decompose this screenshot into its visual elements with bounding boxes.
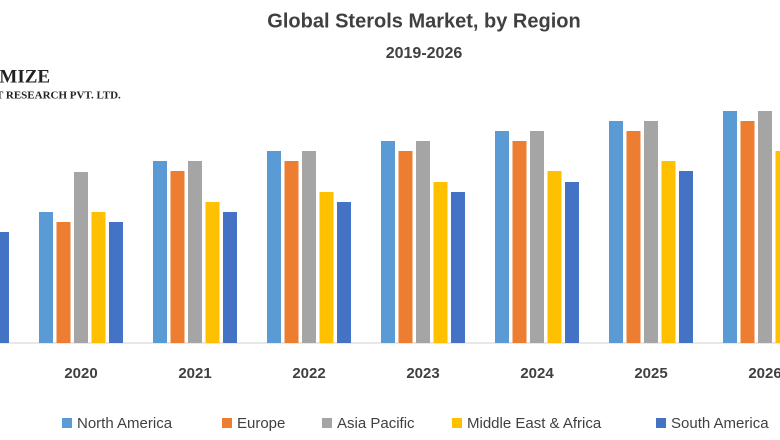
legend-label: South America — [671, 415, 769, 432]
bar — [416, 141, 430, 343]
bar — [495, 131, 509, 343]
bar — [530, 131, 544, 343]
x-tick-label: 2021 — [178, 365, 211, 382]
bar — [381, 141, 395, 343]
legend-label: Asia Pacific — [337, 415, 415, 432]
x-tick-label: 2020 — [64, 365, 97, 382]
legend-label: North America — [77, 415, 173, 432]
bar — [56, 222, 71, 343]
bar — [0, 232, 9, 343]
bar — [433, 182, 448, 343]
legend-label: Middle East & Africa — [467, 415, 602, 432]
chart-subtitle: 2019-2026 — [386, 45, 463, 62]
bar — [661, 161, 676, 343]
bar — [39, 212, 53, 343]
bar — [398, 151, 413, 343]
bar — [723, 111, 737, 343]
bar — [740, 121, 755, 343]
legend-swatch — [222, 418, 232, 428]
x-tick-label: 2025 — [634, 365, 667, 382]
x-tick-label: 2023 — [406, 365, 439, 382]
bar — [547, 171, 562, 343]
bar — [109, 222, 123, 343]
bar — [319, 192, 334, 343]
legend-swatch — [656, 418, 666, 428]
logo-text: IMIZE — [0, 66, 50, 87]
bar — [302, 151, 316, 343]
bar — [679, 171, 693, 343]
bar — [91, 212, 106, 343]
x-tick-label: 2024 — [520, 365, 554, 382]
bar — [775, 151, 780, 343]
x-tick-label: 2026 — [748, 365, 780, 382]
bar — [451, 192, 465, 343]
legend-label: Europe — [237, 415, 285, 432]
bar — [644, 121, 658, 343]
logo-subtext: T RESEARCH PVT. LTD. — [0, 90, 121, 102]
bar — [565, 182, 579, 343]
bar — [170, 171, 185, 343]
bar — [74, 172, 88, 343]
bar — [284, 161, 299, 343]
bar — [153, 161, 167, 343]
bar — [223, 212, 237, 343]
bar — [188, 161, 202, 343]
bar — [609, 121, 623, 343]
legend-swatch — [62, 418, 72, 428]
bar — [337, 202, 351, 343]
x-tick-label: 2022 — [292, 365, 325, 382]
legend-swatch — [322, 418, 332, 428]
bar — [267, 151, 281, 343]
bar — [512, 141, 527, 343]
chart-title: Global Sterols Market, by Region — [267, 10, 580, 32]
bar — [626, 131, 641, 343]
legend-swatch — [452, 418, 462, 428]
bar — [758, 111, 772, 343]
bar — [205, 202, 220, 343]
